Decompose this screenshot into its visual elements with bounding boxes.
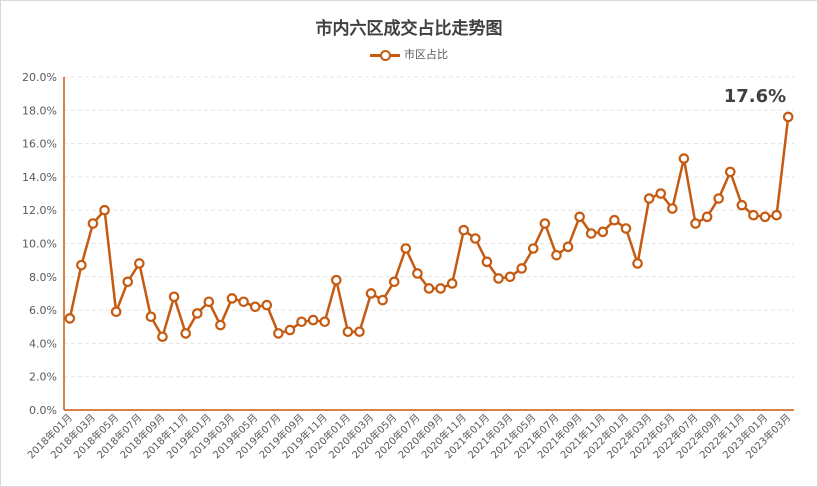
- data-point: [180, 328, 191, 339]
- legend-line-marker: [370, 49, 400, 61]
- data-point: [782, 111, 794, 123]
- data-point: [493, 273, 504, 284]
- chart-title: 市内六区成交占比走势图: [315, 19, 503, 39]
- data-point: [562, 241, 574, 253]
- data-point: [724, 166, 736, 178]
- data-point: [655, 188, 667, 199]
- y-tick-label: 4.0%: [29, 337, 57, 350]
- data-point: [690, 218, 701, 229]
- series-line: [68, 116, 790, 338]
- y-tick-label: 20.0%: [22, 71, 57, 84]
- data-point: [551, 249, 562, 261]
- y-tick-label: 6.0%: [29, 304, 57, 317]
- data-point: [354, 326, 365, 338]
- data-point: [713, 193, 724, 204]
- y-tick-label: 2.0%: [29, 371, 57, 384]
- y-tick-label: 14.0%: [22, 171, 57, 184]
- data-point: [771, 209, 782, 221]
- data-point: [748, 209, 759, 221]
- data-point: [284, 324, 296, 336]
- data-point: [597, 226, 609, 238]
- y-tick-label: 8.0%: [29, 271, 57, 284]
- data-point: [539, 218, 551, 229]
- data-point: [574, 211, 585, 223]
- data-point: [203, 296, 215, 308]
- data-point: [470, 233, 481, 244]
- data-point: [365, 288, 377, 299]
- data-point: [319, 316, 331, 328]
- data-point: [678, 153, 690, 164]
- y-tick-label: 10.0%: [22, 238, 57, 251]
- data-point: [191, 308, 203, 319]
- data-point: [342, 326, 354, 338]
- data-point: [620, 223, 632, 234]
- data-point: [122, 276, 134, 288]
- data-point: [446, 278, 458, 289]
- data-point: [331, 274, 342, 286]
- data-point: [632, 258, 643, 269]
- data-point: [215, 319, 226, 331]
- data-point: [423, 283, 435, 294]
- data-point: [527, 243, 539, 254]
- data-point: [400, 243, 412, 254]
- y-tick-label: 16.0%: [22, 138, 57, 151]
- data-point: [609, 214, 620, 226]
- data-point: [481, 256, 493, 268]
- y-tick-label: 12.0%: [22, 204, 57, 217]
- data-point: [516, 263, 527, 274]
- data-point: [168, 291, 180, 303]
- data-point: [99, 204, 110, 216]
- data-point: [701, 211, 713, 223]
- data-point: [249, 301, 261, 313]
- data-point: [643, 193, 655, 204]
- data-point: [585, 228, 597, 239]
- data-point: [388, 276, 400, 288]
- data-point: [238, 296, 249, 308]
- data-point: [458, 224, 470, 236]
- data-point: [76, 259, 87, 271]
- data-point: [87, 218, 99, 229]
- data-point: [412, 268, 423, 279]
- y-tick-label: 0.0%: [29, 404, 57, 417]
- data-point: [226, 293, 238, 304]
- data-point: [64, 313, 76, 324]
- data-point: [736, 199, 748, 211]
- data-point: [759, 211, 771, 223]
- data-point: [134, 258, 145, 269]
- data-point: [145, 311, 157, 323]
- data-point: [307, 314, 319, 326]
- data-point: [667, 203, 678, 214]
- data-point: [377, 294, 388, 306]
- legend-label: 市区占比: [404, 48, 448, 61]
- data-point: [157, 331, 168, 343]
- data-point: [110, 306, 122, 318]
- data-point: [504, 271, 516, 283]
- data-label: 17.6%: [724, 86, 786, 107]
- data-point: [273, 328, 284, 339]
- data-point: [261, 299, 273, 311]
- data-point: [296, 316, 307, 328]
- data-point: [435, 283, 446, 294]
- y-tick-label: 18.0%: [22, 104, 57, 117]
- legend: 市区占比: [0, 46, 818, 62]
